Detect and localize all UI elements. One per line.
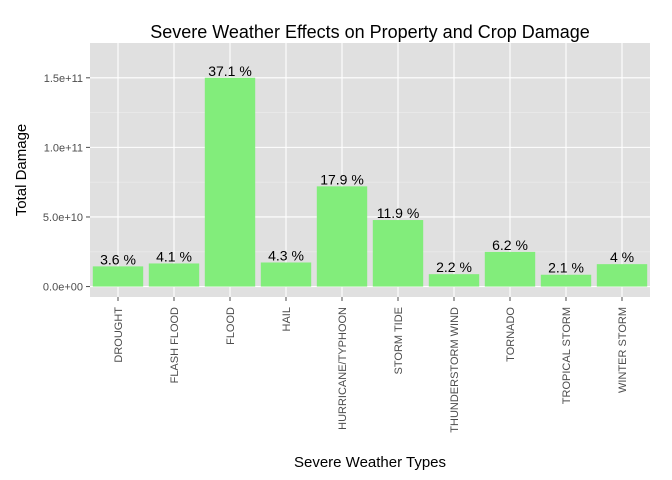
data-label: 4.1 % (156, 248, 192, 264)
chart-title: Severe Weather Effects on Property and C… (150, 22, 590, 42)
y-axis: 0.0e+00 5.0e+10 1.0e+11 1.5e+11 (43, 73, 90, 294)
x-tick-label: TROPICAL STORM (561, 307, 573, 404)
data-label: 11.9 % (377, 205, 420, 221)
data-label: 3.6 % (100, 251, 136, 267)
x-tick-label: HURRICANE/TYPHOON (337, 307, 349, 430)
bar-hurricane-typhoon (316, 186, 368, 287)
x-tick-label: FLOOD (225, 307, 237, 345)
bar-flash-flood (148, 263, 200, 287)
x-axis-title: Severe Weather Types (294, 454, 446, 471)
bar-thunderstorm-wind (428, 274, 480, 287)
x-tick-label: DROUGHT (113, 307, 125, 363)
y-tick-label: 1.0e+11 (44, 142, 83, 154)
x-tick-label: STORM TIDE (393, 307, 405, 374)
data-labels: 3.6 % 4.1 % 37.1 % 4.3 % 17.9 % 11.9 % 2.2 % 6.… (100, 63, 634, 276)
bar-flood (204, 77, 256, 287)
x-tick-label: TORNADO (505, 307, 517, 362)
bar-tropical-storm (540, 274, 592, 287)
data-label: 2.2 % (436, 259, 472, 275)
y-tick-label: 5.0e+10 (43, 212, 83, 224)
data-label: 6.2 % (492, 237, 528, 253)
bar-storm-tide (372, 220, 424, 287)
bar-drought (92, 266, 144, 287)
bar-hail (260, 262, 312, 287)
bar-winter-storm (596, 264, 648, 287)
y-tick-label: 0.0e+00 (43, 282, 83, 294)
data-label: 4.3 % (268, 247, 304, 263)
data-label: 17.9 % (320, 171, 364, 187)
y-axis-title: Total Damage (13, 124, 30, 217)
x-tick-label: WINTER STORM (617, 307, 629, 393)
x-tick-label: FLASH FLOOD (169, 307, 181, 383)
y-tick-label: 1.5e+11 (44, 73, 83, 85)
bars (92, 77, 648, 287)
data-label: 37.1 % (208, 63, 252, 79)
bar-tornado (484, 251, 536, 287)
x-axis: DROUGHT FLASH FLOOD FLOOD HAIL HURRICANE/TYP… (113, 297, 629, 433)
data-label: 4 % (610, 249, 634, 265)
x-tick-label: THUNDERSTORM WIND (449, 307, 461, 433)
x-tick-label: HAIL (281, 307, 293, 331)
plot-panel (90, 43, 650, 297)
data-label: 2.1 % (548, 260, 584, 276)
